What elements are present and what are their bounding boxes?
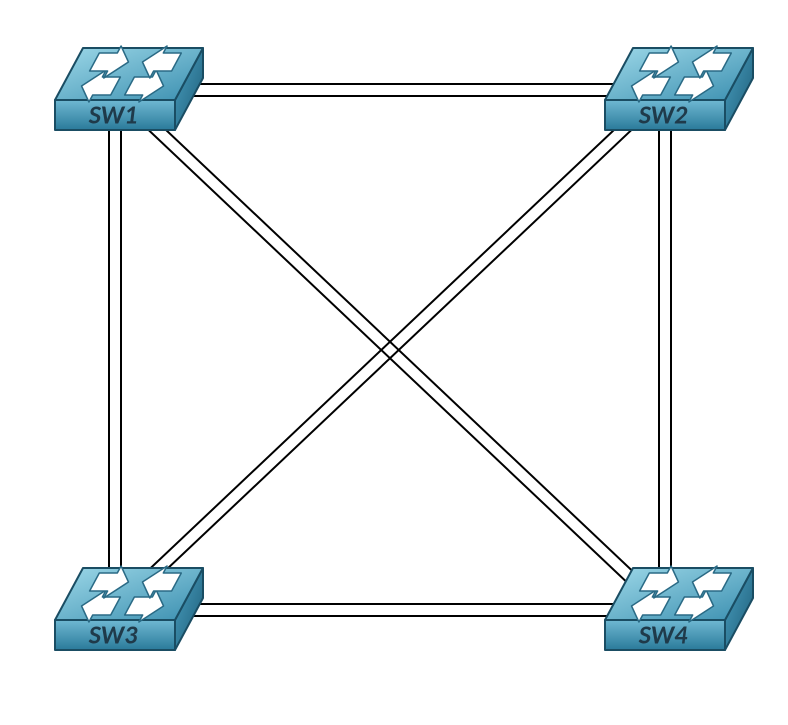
switch-SW3-label: SW3 bbox=[88, 618, 138, 650]
switch-SW1: SW1 bbox=[55, 46, 203, 130]
switch-SW2-label: SW2 bbox=[638, 98, 688, 130]
edge-SW2-SW3 bbox=[119, 94, 669, 614]
switch-SW3: SW3 bbox=[55, 566, 203, 650]
edge-SW2-SW3 bbox=[111, 86, 661, 606]
edge-SW1-SW4 bbox=[111, 94, 661, 614]
network-diagram: SW1 SW2 SW3 SW4 bbox=[0, 0, 788, 725]
switch-SW1-label: SW1 bbox=[88, 98, 138, 130]
edges-layer bbox=[109, 84, 671, 616]
switch-SW4: SW4 bbox=[605, 566, 753, 650]
switch-SW2: SW2 bbox=[605, 46, 753, 130]
switch-SW4-label: SW4 bbox=[638, 618, 688, 650]
edge-SW1-SW4 bbox=[119, 86, 669, 606]
